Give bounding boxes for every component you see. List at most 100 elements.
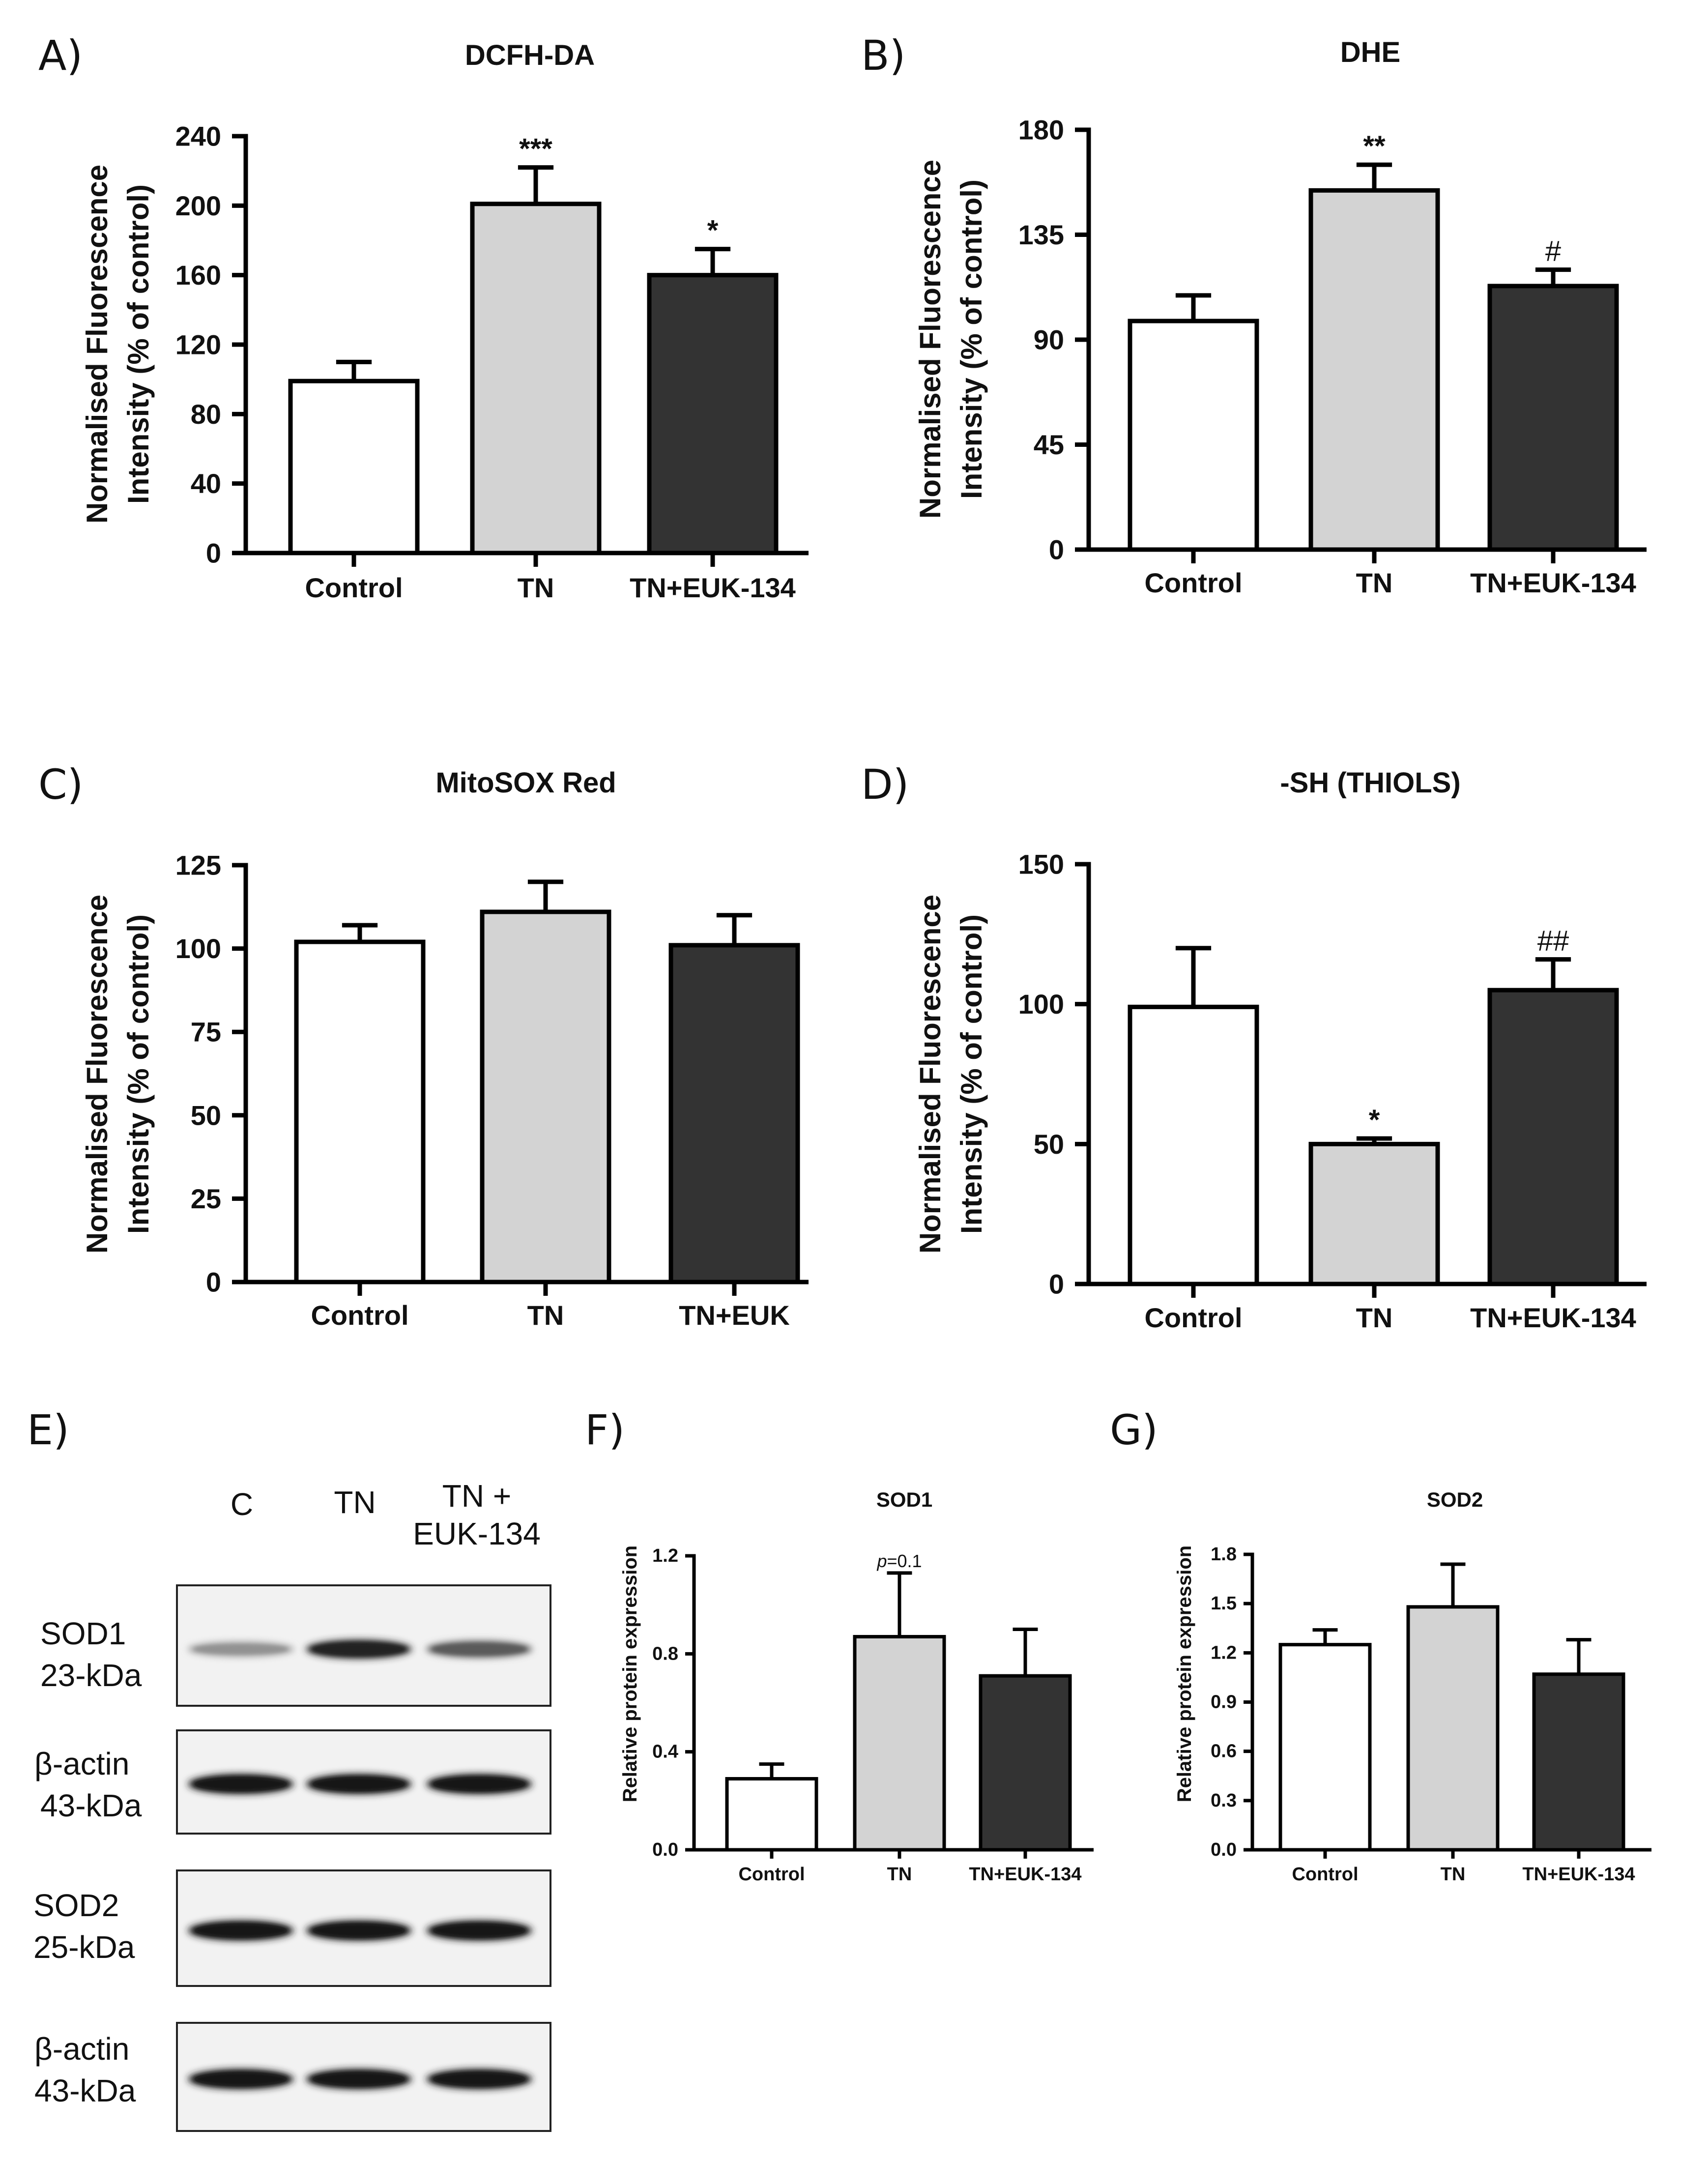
bar-tn-euk xyxy=(668,943,800,1284)
bar-tn xyxy=(853,1634,946,1852)
significance-label: *** xyxy=(519,133,552,165)
y-tick-label: 120 xyxy=(175,329,221,360)
ylabel-b: Normalised Fluorescence Intensity (% of … xyxy=(914,160,988,519)
blot-band-core xyxy=(194,2071,288,2087)
chart-title-d: -SH (THIOLS) xyxy=(1280,767,1460,799)
y-tick-label: 0.0 xyxy=(1211,1839,1237,1860)
x-tick-label: Control xyxy=(311,1300,408,1331)
y-tick-label: 0.8 xyxy=(652,1643,678,1664)
bar-control xyxy=(1128,1004,1259,1286)
x-tick-label: TN xyxy=(1356,567,1393,598)
chart-thiols: * ## 0 50 100 150 Control TN TN+EUK-134 xyxy=(1018,849,1647,1333)
blot-row-2-size: 43-kDa xyxy=(40,1788,142,1823)
blot-row-4-size: 43-kDa xyxy=(34,2073,136,2108)
y-tick-label: 100 xyxy=(175,933,221,964)
blot-row-1-size: 23-kDa xyxy=(40,1658,142,1693)
significance-label: p=0.1 xyxy=(876,1551,922,1571)
y-tick-label: 180 xyxy=(1018,115,1064,146)
chart-dhe: ** #0 45 90 135 180 Control TN TN+EUK-134 xyxy=(1018,115,1647,598)
x-tick-label: Control xyxy=(738,1864,805,1885)
x-tick-label: TN xyxy=(518,572,554,603)
y-tick-label: 80 xyxy=(191,399,221,430)
y-tick-label: 0.3 xyxy=(1211,1790,1237,1811)
ylabel-g: Relative protein expression xyxy=(1174,1546,1195,1802)
blot-row-2-name: β-actin xyxy=(34,1746,129,1781)
y-tick-label: 100 xyxy=(1018,989,1064,1020)
bar-tn-euk-134 xyxy=(1487,284,1619,552)
blot-row-1-name: SOD1 xyxy=(40,1616,126,1651)
x-tick-label: TN+EUK-134 xyxy=(630,572,796,603)
bar-tn xyxy=(1308,188,1440,552)
y-tick-label: 0 xyxy=(206,1267,221,1298)
bar-control xyxy=(1278,1643,1372,1852)
x-tick-label: TN xyxy=(527,1300,564,1331)
western-blot: C TN TN + EUK-134 SOD1 23-kDa β-actin 43… xyxy=(33,1478,551,2132)
chart-sod1: p=0.1 0.0 0.4 0.8 1.2 Control TN TN+EUK-134 xyxy=(652,1546,1094,1885)
y-tick-label: 50 xyxy=(191,1100,221,1131)
ylabel-c: Normalised Fluorescence Intensity (% of … xyxy=(81,895,155,1254)
y-tick-label: 75 xyxy=(191,1017,221,1048)
chart-mitosox-red: 0 25 50 75 100 125 Control TN TN+EUK xyxy=(175,850,809,1331)
y-tick-label: 150 xyxy=(1018,849,1064,880)
ylabel-b-line2: Intensity (% of control) xyxy=(955,179,988,499)
chart-title-c: MitoSOX Red xyxy=(435,767,616,799)
bar-tn-euk-134 xyxy=(1532,1672,1625,1852)
ylabel-f: Relative protein expression xyxy=(619,1546,641,1802)
ylabel-g-line1: Relative protein expression xyxy=(1174,1546,1195,1802)
blot-membranes xyxy=(176,1584,551,2132)
significance-label: ** xyxy=(1363,130,1386,162)
blot-band-core xyxy=(312,1777,406,1792)
x-tick-label: TN xyxy=(1441,1864,1466,1885)
bar-tn xyxy=(480,909,611,1284)
blot-band-core xyxy=(194,1644,288,1654)
blot-band-core xyxy=(312,1923,406,1938)
y-tick-label: 0 xyxy=(1049,1269,1064,1300)
y-tick-label: 1.2 xyxy=(652,1546,678,1566)
y-tick-label: 0.9 xyxy=(1211,1692,1237,1713)
chart-sod2: 0.0 0.3 0.6 0.9 1.2 1.5 1.8 Control TN TN+EUK-134 xyxy=(1211,1544,1651,1885)
bar-tn-euk-134 xyxy=(979,1674,1072,1852)
lane-label-tn-euk-line1: TN + xyxy=(442,1478,511,1514)
bar-tn xyxy=(470,202,602,555)
y-tick-label: 0.4 xyxy=(652,1742,678,1762)
panel-letter-g: G) xyxy=(1110,1406,1158,1454)
blot-row-3-size: 25-kDa xyxy=(33,1929,135,1965)
chart-title-a: DCFH-DA xyxy=(465,39,595,71)
blot-band-core xyxy=(312,1642,406,1656)
blot-band-core xyxy=(432,2071,526,2087)
bar-control xyxy=(725,1777,818,1852)
y-tick-label: 90 xyxy=(1034,324,1064,355)
ylabel-c-line1: Normalised Fluorescence xyxy=(81,895,114,1254)
panel-letter-e: E) xyxy=(27,1406,69,1454)
lane-label-control: C xyxy=(231,1487,253,1522)
x-tick-label: Control xyxy=(1144,1302,1242,1333)
x-tick-label: TN+EUK xyxy=(679,1300,790,1331)
ylabel-a-line1: Normalised Fluorescence xyxy=(81,165,114,524)
chart-title-b: DHE xyxy=(1340,36,1400,68)
panel-letter-b: B) xyxy=(861,31,905,80)
x-tick-label: TN xyxy=(887,1864,912,1885)
ylabel-b-line1: Normalised Fluorescence xyxy=(914,160,947,519)
bar-tn xyxy=(1308,1141,1440,1286)
chart-title-f: SOD1 xyxy=(876,1488,932,1511)
y-tick-label: 50 xyxy=(1034,1129,1064,1160)
panel-letter-a: A) xyxy=(38,31,83,80)
y-tick-label: 0.0 xyxy=(652,1839,678,1860)
blot-band-core xyxy=(432,1777,526,1792)
ylabel-d: Normalised Fluorescence Intensity (% of … xyxy=(914,895,988,1254)
y-tick-label: 240 xyxy=(175,121,221,152)
y-tick-label: 125 xyxy=(175,850,221,881)
x-tick-label: TN+EUK-134 xyxy=(1522,1864,1635,1885)
lane-label-tn-euk-line2: EUK-134 xyxy=(413,1516,541,1551)
ylabel-a-line2: Intensity (% of control) xyxy=(122,184,155,504)
ylabel-d-line2: Intensity (% of control) xyxy=(955,914,988,1234)
blot-row-4-name: β-actin xyxy=(34,2031,129,2067)
bar-control xyxy=(288,379,420,555)
blot-band-core xyxy=(432,1923,526,1938)
significance-label: # xyxy=(1545,235,1561,267)
y-tick-label: 0 xyxy=(206,538,221,569)
panel-letter-f: F) xyxy=(585,1406,625,1454)
bar-control xyxy=(1128,319,1259,552)
blot-band-core xyxy=(194,1777,288,1792)
